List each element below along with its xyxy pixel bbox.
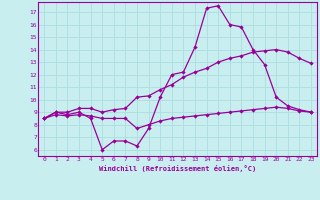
X-axis label: Windchill (Refroidissement éolien,°C): Windchill (Refroidissement éolien,°C) [99, 165, 256, 172]
